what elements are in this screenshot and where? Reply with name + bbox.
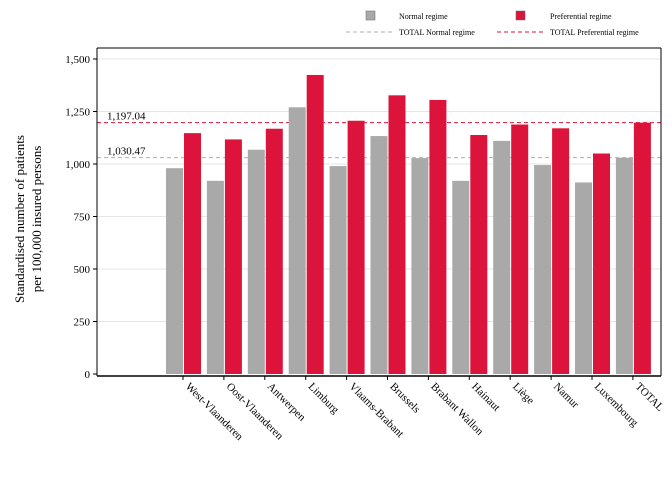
bar [288, 107, 306, 375]
legend: Normal regime Preferential regime TOTAL … [346, 10, 639, 37]
bar [615, 157, 633, 374]
y-tick-label: 750 [74, 212, 91, 224]
bar [534, 165, 552, 374]
bar [633, 122, 651, 374]
x-tick-label: Brussels [387, 381, 422, 416]
bar [306, 74, 324, 375]
reference-line-label: 1,030.47 [107, 146, 146, 158]
y-tick-label: 1,500 [65, 54, 90, 66]
bar [265, 128, 283, 374]
bar [470, 135, 488, 374]
y-tick-label: 250 [74, 317, 91, 329]
x-tick-label: Antwerpen [265, 381, 308, 424]
bar [593, 153, 610, 374]
y-axis-title-line-2: per 100,000 insured persons [29, 146, 44, 293]
bar [329, 166, 347, 374]
x-tick-label: Liège [510, 381, 536, 407]
bar [429, 99, 447, 374]
bar [224, 139, 242, 374]
bar [370, 136, 388, 374]
bar [166, 168, 183, 374]
y-tick-label: 1,000 [65, 159, 90, 171]
bar [493, 140, 511, 374]
bar [452, 180, 470, 374]
y-tick-label: 0 [85, 369, 91, 381]
legend-label-normal: Normal regime [399, 12, 448, 21]
reference-line-label: 1,197.04 [107, 111, 146, 123]
bar [247, 149, 265, 374]
y-axis-ticks: 0 250 500 750 1,000 1,250 1,500 [65, 54, 97, 381]
bar [388, 95, 406, 374]
y-axis-title: Standardised number of patients per 100,… [12, 135, 44, 303]
x-tick-label: Namur [551, 381, 581, 411]
x-tick-label: Hainaut [469, 381, 502, 414]
y-tick-label: 500 [74, 264, 91, 276]
legend-label-total-normal: TOTAL Normal regime [399, 28, 475, 37]
bar [347, 120, 365, 375]
y-tick-label: 1,250 [65, 107, 90, 119]
bar [511, 124, 529, 375]
x-tick-label: Limburg [306, 381, 342, 417]
legend-label-total-preferential: TOTAL Preferential regime [550, 28, 639, 37]
legend-swatch-normal [365, 10, 376, 21]
legend-swatch-preferential [515, 10, 526, 21]
y-axis-title-line-1: Standardised number of patients [12, 135, 27, 303]
legend-label-preferential: Preferential regime [550, 12, 612, 21]
bar [575, 182, 592, 374]
bar [184, 133, 201, 374]
x-tick-label: TOTAL [633, 381, 666, 414]
bar [206, 180, 224, 374]
bars [166, 74, 651, 375]
bar [552, 128, 570, 374]
bar [411, 158, 429, 374]
x-axis-labels: West-VlaanderenOost-VlaanderenAntwerpenL… [182, 376, 666, 443]
